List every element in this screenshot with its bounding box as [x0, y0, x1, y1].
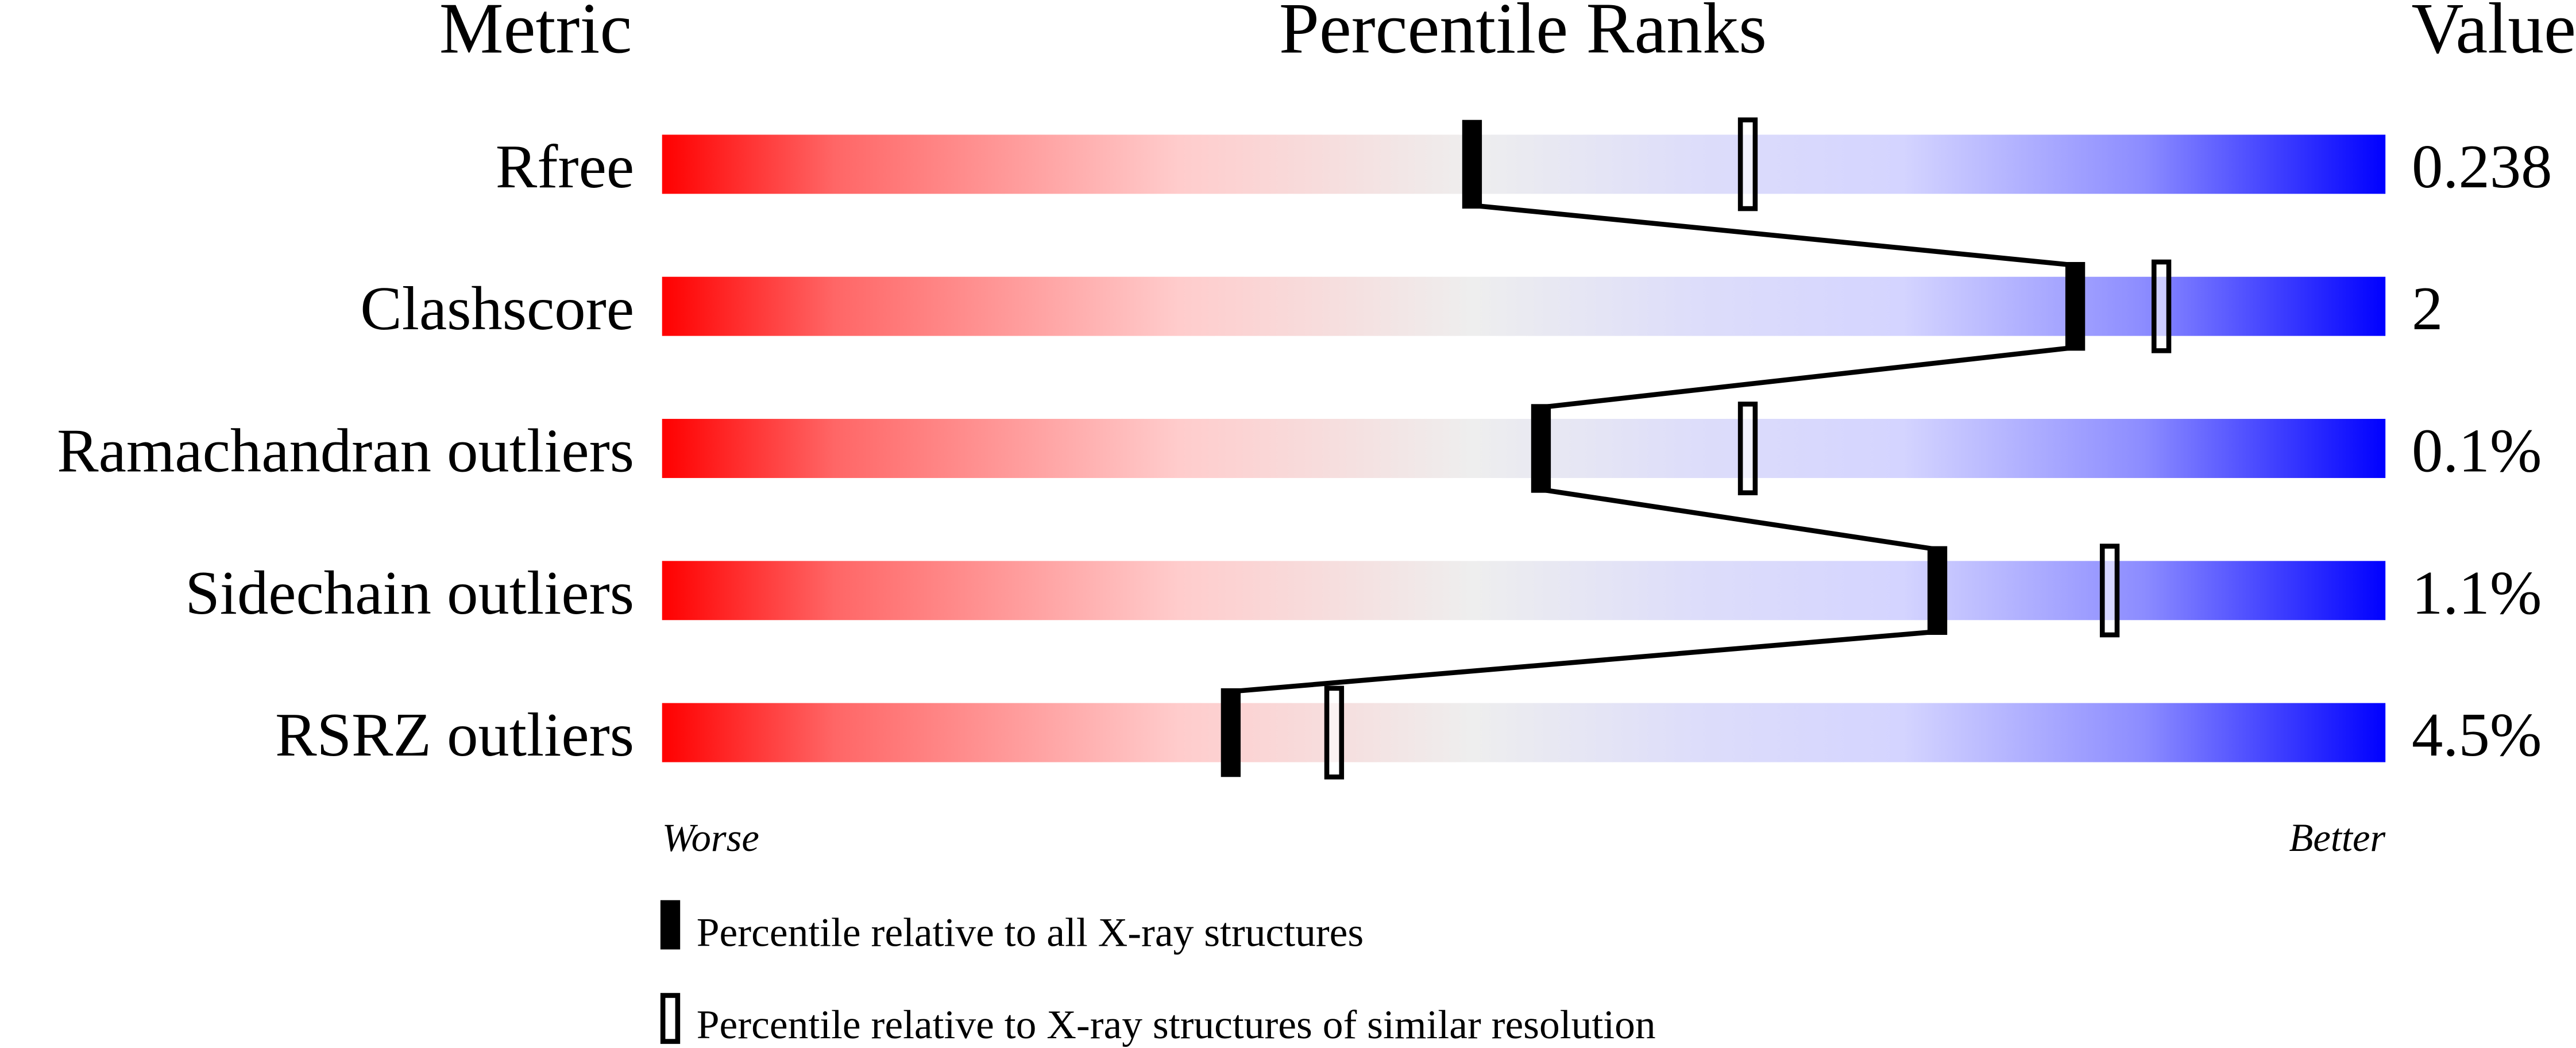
metric-row: RSRZ outliers 4.5% [275, 685, 2542, 780]
metric-value: 1.1% [2412, 558, 2542, 627]
legend-hollow-marker [660, 993, 681, 1044]
marker-all-structures [1927, 546, 1948, 635]
metric-label: Sidechain outliers [185, 558, 634, 627]
header-value: Value [2411, 0, 2576, 68]
percentile-bar [662, 561, 2386, 621]
metric-value: 0.238 [2412, 132, 2552, 201]
legend-filled-label: Percentile relative to all X-ray structu… [697, 910, 1364, 955]
percentile-bar [662, 134, 2386, 194]
marker-similar-resolution [2151, 259, 2172, 353]
marker-all-structures [1531, 404, 1551, 493]
connector-line [1540, 487, 1938, 552]
connector-line [1540, 345, 2076, 410]
axis-label-worse: Worse [662, 816, 759, 860]
marker-similar-resolution [2099, 544, 2120, 638]
connector-line [1230, 629, 1938, 694]
metric-label: Clashscore [360, 273, 634, 343]
marker-similar-resolution [1737, 402, 1758, 495]
marker-all-structures [1462, 120, 1482, 209]
metric-row: Sidechain outliers 1.1% [185, 544, 2542, 638]
percentile-bar [662, 276, 2386, 336]
connector-line [1472, 203, 2076, 268]
metric-value: 2 [2412, 273, 2443, 343]
header-percentile-ranks: Percentile Ranks [1279, 0, 1767, 68]
percentile-bar [662, 703, 2386, 762]
metric-row: Ramachandran outliers 0.1% [57, 402, 2542, 495]
metric-value: 0.1% [2412, 416, 2542, 486]
marker-all-structures [1221, 688, 1241, 777]
legend-filled-marker [660, 900, 681, 950]
metric-label: Ramachandran outliers [57, 416, 634, 486]
metric-row: Rfree 0.238 [496, 117, 2552, 211]
legend-hollow-label: Percentile relative to X-ray structures … [697, 1002, 1656, 1047]
marker-all-structures [2065, 262, 2085, 351]
axis-label-better: Better [2289, 816, 2385, 860]
metric-value: 4.5% [2412, 700, 2542, 769]
marker-similar-resolution [1737, 117, 1758, 211]
header-metric: Metric [439, 0, 632, 68]
marker-similar-resolution [1324, 685, 1345, 780]
percentile-bar [662, 419, 2386, 478]
metric-row: Clashscore 2 [360, 259, 2443, 353]
metric-label: Rfree [496, 132, 634, 201]
metric-label: RSRZ outliers [275, 700, 634, 769]
